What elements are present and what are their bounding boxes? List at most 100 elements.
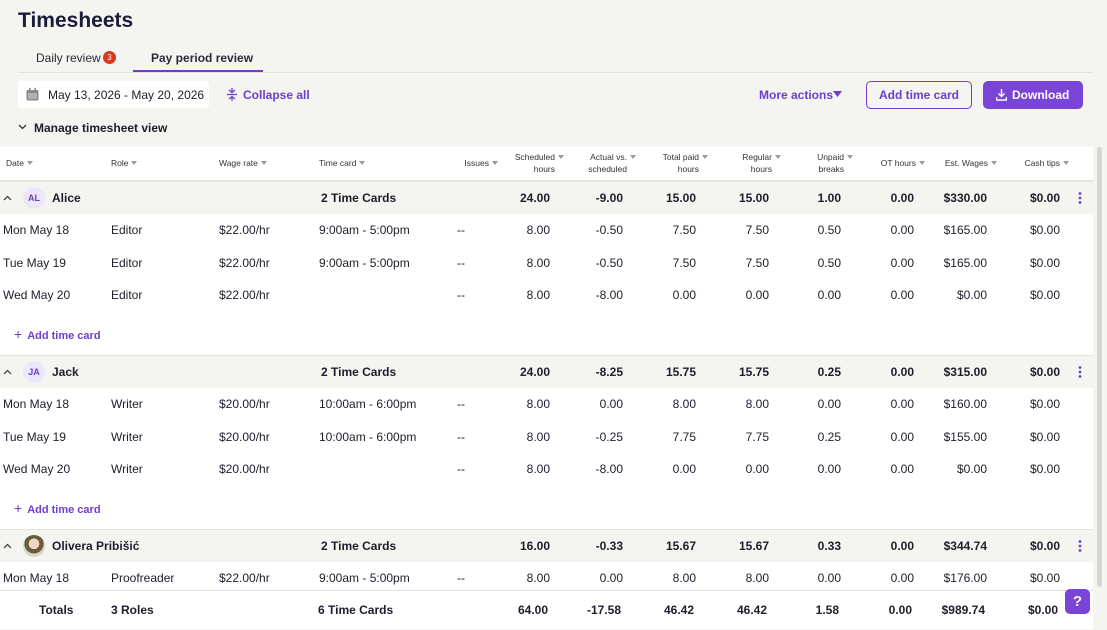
- cell-value: 7.50: [745, 223, 769, 237]
- cell-value: $160.00: [943, 397, 987, 411]
- row-menu[interactable]: [1078, 192, 1082, 204]
- dropdown-icon: [833, 91, 842, 97]
- cell-wage: $20.00/hr: [219, 462, 270, 476]
- totals-value: 64.00: [517, 603, 548, 617]
- sort-icon: [1063, 161, 1069, 165]
- column-header-line: OT hours: [881, 157, 925, 169]
- cell-value: 7.75: [745, 429, 769, 444]
- cell-value: 0.00: [672, 462, 696, 476]
- cell-value: 8.00: [526, 288, 550, 302]
- time-card-count: 2 Time Cards: [321, 365, 397, 379]
- cell-value: 8.00: [745, 571, 769, 585]
- add-row: + Add time card: [0, 311, 1093, 355]
- column-header[interactable]: Issues: [464, 157, 498, 169]
- cell-value: $315.00: [943, 365, 987, 379]
- column-header-line: Time card: [319, 157, 366, 169]
- cell-value: -9.00: [595, 191, 623, 205]
- add-time-card[interactable]: + Add time card: [14, 501, 101, 517]
- totals-label: Totals: [39, 603, 74, 617]
- column-header-line: scheduled: [588, 164, 627, 174]
- cell-value: $155.00: [943, 429, 987, 444]
- cell-value: 0.00: [599, 397, 623, 411]
- download-button[interactable]: Download: [983, 81, 1083, 109]
- column-header-line: Scheduled: [515, 151, 564, 163]
- more-actions[interactable]: More actions: [759, 88, 834, 102]
- tab[interactable]: Daily review: [36, 51, 101, 65]
- column-header[interactable]: Time card: [319, 157, 366, 169]
- cell-value: 7.50: [672, 223, 696, 237]
- cell-value: 16.00: [519, 539, 550, 553]
- date-picker[interactable]: May 13, 2026 - May 20, 2026: [18, 81, 209, 108]
- collapse-group[interactable]: [3, 543, 12, 549]
- cell-value: 0.00: [890, 429, 914, 444]
- sort-icon: [630, 155, 636, 159]
- cell-role: Writer: [111, 397, 143, 411]
- cell-role: Editor: [111, 288, 143, 302]
- shift-row: Mon May 18 Proofreader $22.00/hr 9:00am - 5…: [0, 562, 1093, 590]
- column-header[interactable]: Regular hours: [742, 151, 781, 175]
- column-header[interactable]: Unpaid breaks: [817, 151, 853, 175]
- column-header[interactable]: Est. Wages: [945, 157, 997, 169]
- employee-name: Olivera Pribišić: [52, 539, 140, 553]
- sort-icon: [492, 161, 498, 165]
- column-header[interactable]: Total paid hours: [663, 151, 708, 175]
- cell-value: 8.00: [526, 462, 550, 476]
- tab[interactable]: Pay period review: [151, 51, 254, 65]
- add-label: Add time card: [27, 329, 101, 342]
- column-header[interactable]: Scheduled hours: [515, 151, 564, 175]
- column-header[interactable]: Cash tips: [1025, 157, 1069, 169]
- cell-time-card: 9:00am - 5:00pm: [319, 571, 410, 585]
- column-header[interactable]: OT hours: [881, 157, 925, 169]
- shift-row: Mon May 18 Editor $22.00/hr 9:00am - 5:00pm…: [0, 214, 1093, 247]
- page-title: Timesheets: [18, 9, 134, 32]
- cell-wage: $22.00/hr: [219, 571, 270, 585]
- column-header-line: Cash tips: [1025, 157, 1069, 169]
- add-row: + Add time card: [0, 485, 1093, 529]
- tab-badge: 3: [103, 51, 116, 64]
- row-menu[interactable]: [1078, 540, 1082, 552]
- cell-value: 8.00: [526, 397, 550, 411]
- cell-value: $176.00: [943, 571, 987, 585]
- sort-icon: [26, 161, 33, 165]
- collapse-group[interactable]: [3, 369, 12, 375]
- cell-value: 15.00: [738, 191, 769, 205]
- cell-value: 7.50: [672, 255, 696, 270]
- add-time-card[interactable]: + Add time card: [14, 327, 101, 343]
- cell-value: 0.00: [890, 539, 914, 553]
- column-header-line: breaks: [818, 164, 844, 174]
- cell-value: $344.74: [943, 539, 987, 553]
- sort-icon: [558, 155, 564, 159]
- add-label: Add time card: [27, 503, 101, 516]
- totals-value: $0.00: [1027, 603, 1058, 617]
- cell-value: 8.00: [526, 255, 550, 270]
- sort-icon: [991, 161, 997, 165]
- cell-date: Mon May 18: [3, 397, 70, 411]
- totals-row: Totals 3 Roles 6 Time Cards 64.00 -17.58 46.4…: [0, 590, 1093, 629]
- column-header-line: Date: [6, 157, 33, 169]
- cell-wage: $20.00/hr: [219, 429, 270, 444]
- help-button[interactable]: ?: [1065, 589, 1090, 614]
- add-time-card-button[interactable]: Add time card: [866, 81, 972, 109]
- column-header[interactable]: Actual vs. scheduled: [588, 151, 636, 175]
- cell-date: Mon May 18: [3, 223, 70, 237]
- time-card-count: 2 Time Cards: [321, 191, 397, 205]
- cell-value: -8.25: [595, 365, 623, 379]
- cell-value: 15.75: [665, 365, 696, 379]
- collapse-group[interactable]: [3, 195, 12, 201]
- collapse-all[interactable]: Collapse all: [243, 88, 310, 102]
- scrollbar: [1097, 147, 1102, 587]
- shift-row: Tue May 19 Writer $20.00/hr 10:00am - 6:00p…: [0, 420, 1093, 453]
- column-header[interactable]: Role: [111, 157, 138, 169]
- group-row: AL Alice 2 Time Cards 24.00 -9.00 15.00 15.00 1…: [0, 181, 1093, 215]
- column-header[interactable]: Wage rate: [219, 157, 267, 169]
- cell-value: 0.25: [817, 365, 841, 379]
- cell-date: Tue May 19: [3, 429, 66, 444]
- manage-view[interactable]: Manage timesheet view: [34, 121, 168, 135]
- column-header-line: Unpaid: [817, 151, 853, 163]
- cell-value: 0.00: [890, 397, 914, 411]
- cell-role: Proofreader: [111, 571, 175, 585]
- column-header-line: Total paid: [663, 151, 708, 163]
- column-header[interactable]: Date: [6, 157, 33, 169]
- row-menu[interactable]: [1078, 366, 1082, 378]
- cell-value: 24.00: [519, 365, 550, 379]
